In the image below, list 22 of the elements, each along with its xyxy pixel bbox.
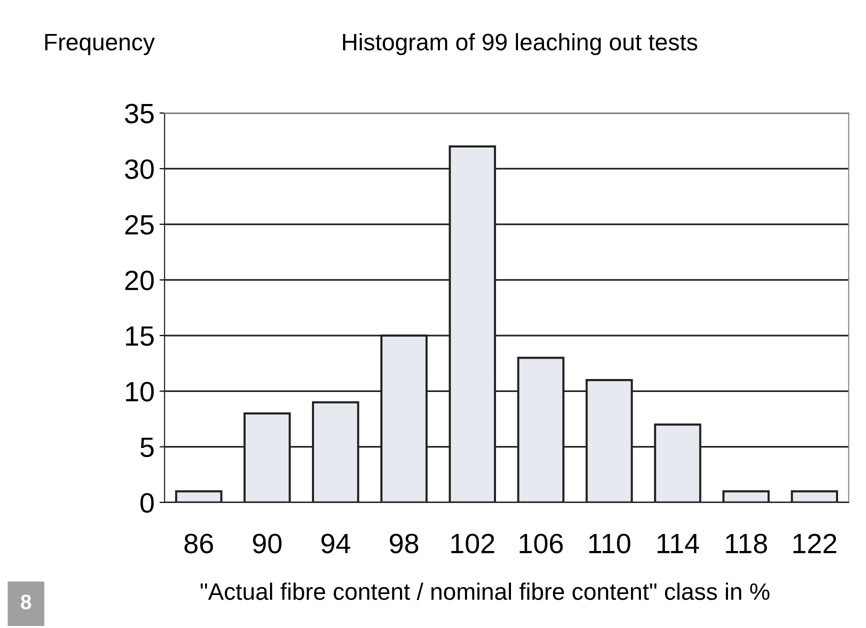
x-tick-label: 110 xyxy=(589,534,630,554)
y-tick-label: 15 xyxy=(126,326,154,346)
x-tick-label: 90 xyxy=(253,534,282,554)
x-tick-label: 118 xyxy=(726,534,767,554)
y-tick-label: 10 xyxy=(126,382,154,402)
y-axis-title: Frequency xyxy=(45,34,155,56)
y-tick-label: 35 xyxy=(124,104,154,124)
y-tick-label: 20 xyxy=(125,270,154,290)
y-tick-label: 0 xyxy=(140,493,154,513)
x-tick-label: 122 xyxy=(793,534,836,554)
x-tick-label: 102 xyxy=(451,534,494,554)
chart-title: Histogram of 99 leaching out tests xyxy=(343,33,698,56)
x-tick-label: 98 xyxy=(390,534,418,554)
y-tick-label: 30 xyxy=(124,159,154,179)
y-tick-label: 5 xyxy=(140,438,154,458)
y-tick-label: 25 xyxy=(125,214,154,235)
x-tick-label: 106 xyxy=(520,534,563,554)
x-tick-label: 94 xyxy=(321,534,350,554)
text: 8 xyxy=(20,594,32,610)
x-axis-title: "Actual fibre content / nominal fibre content" class in % xyxy=(200,582,770,600)
x-tick-label: 86 xyxy=(184,534,213,554)
x-tick-label: 114 xyxy=(658,534,699,554)
